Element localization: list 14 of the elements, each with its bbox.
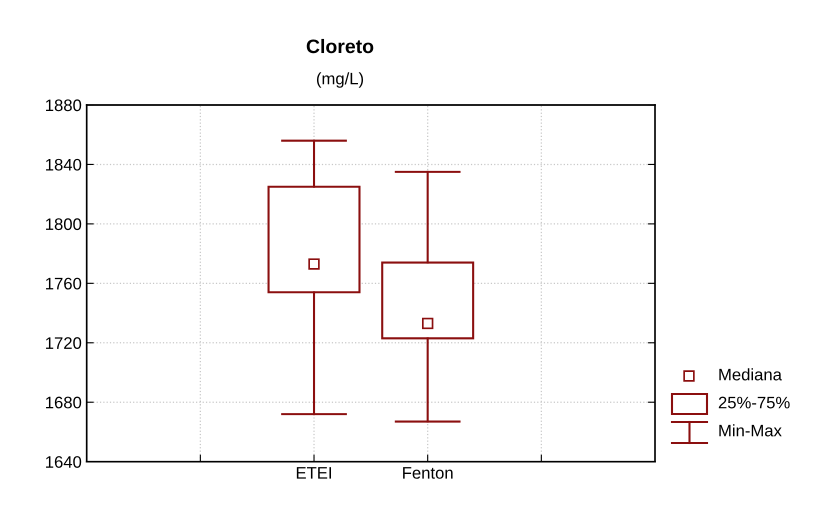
chart-subtitle: (mg/L) [316,72,364,88]
y-tick-label: 1760 [46,278,82,290]
y-tick-label: 1720 [46,337,82,349]
y-tick-label: 1840 [46,158,82,171]
chart-title: Cloreto [306,38,374,54]
y-tick-label: 1680 [46,396,82,408]
text: 25%-75% [718,396,790,408]
x-tick-label: Fenton [403,467,453,479]
x-tick-label: ETEI [296,467,332,479]
y-tick-label: 1640 [46,456,82,468]
text: Min-Max [719,424,782,436]
text: Mediana [719,368,782,380]
y-tick-label: 1800 [46,218,82,230]
y-tick-label: 1880 [46,99,82,112]
